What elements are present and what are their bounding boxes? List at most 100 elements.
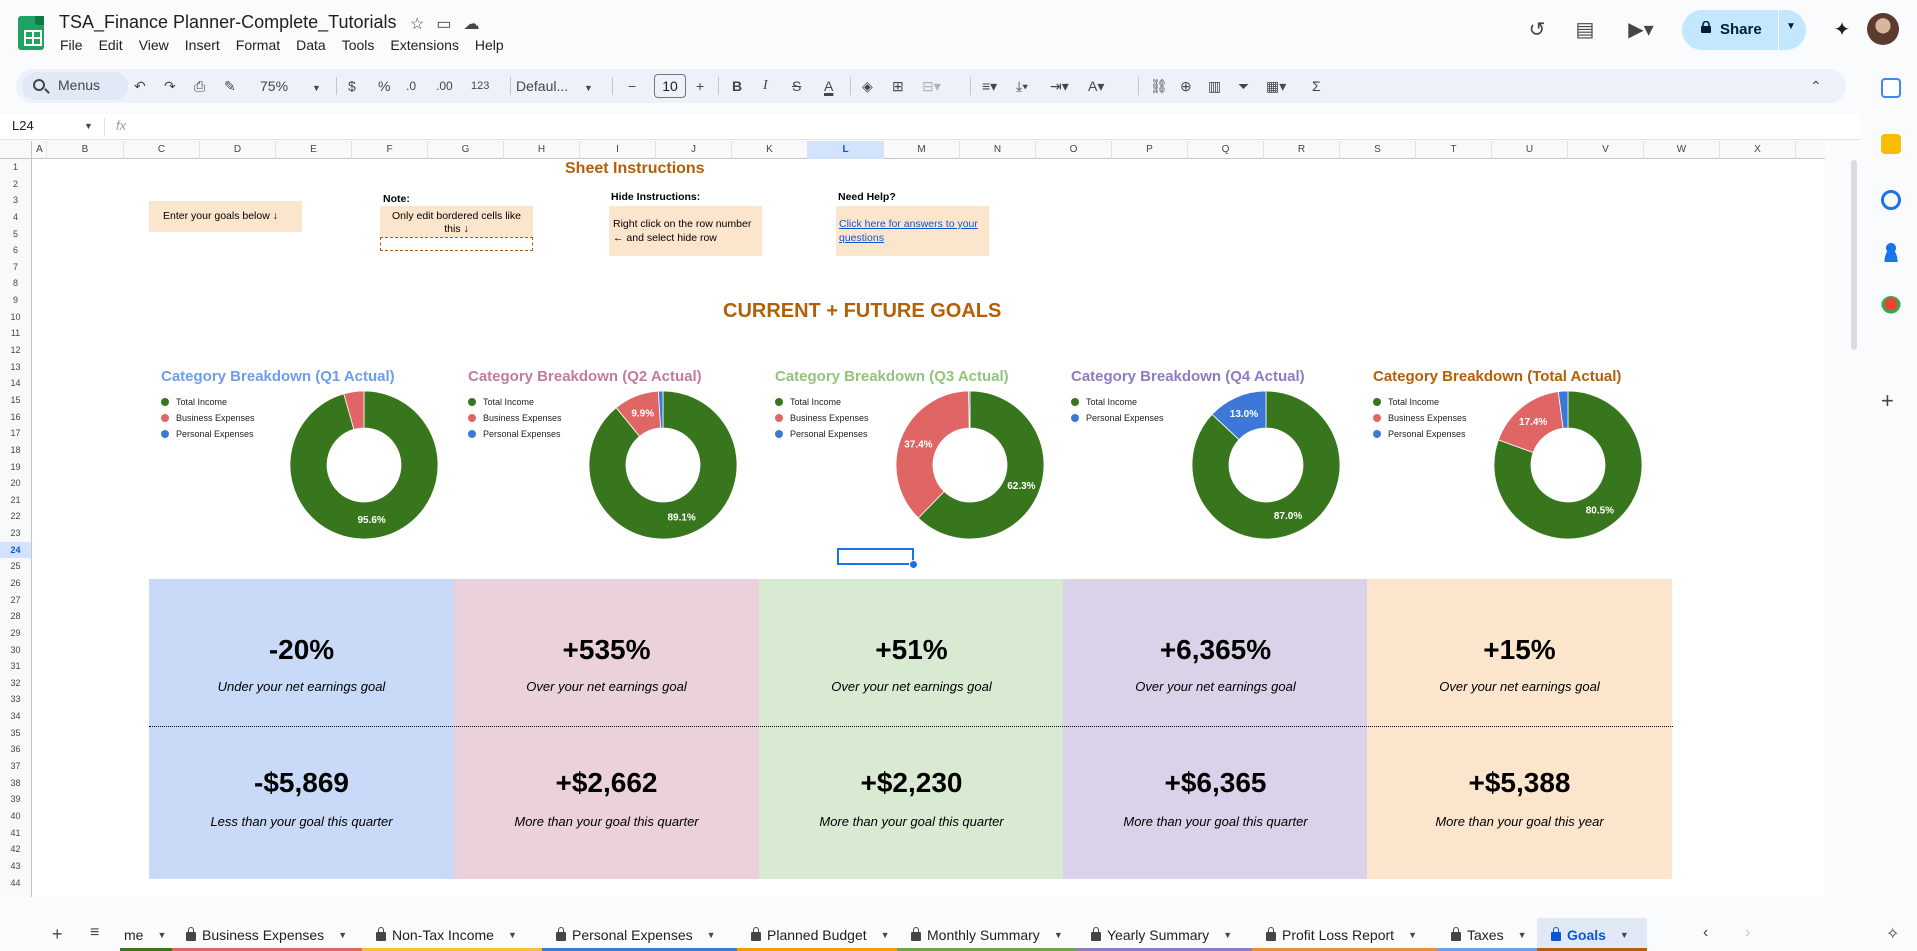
contacts-icon[interactable] (1881, 242, 1901, 262)
chart-total[interactable]: Category Breakdown (Total Actual) Total … (1373, 368, 1673, 540)
row-header[interactable]: 35 (10, 727, 21, 738)
column-header[interactable]: V (1568, 141, 1644, 159)
tab-dropdown-icon[interactable]: ▼ (1053, 929, 1063, 940)
sheets-logo-icon[interactable] (18, 16, 44, 50)
italic-icon[interactable]: I (763, 78, 768, 93)
tab-profit-loss-report[interactable]: Profit Loss Report ▼ (1252, 918, 1437, 951)
vertical-scrollbar[interactable] (1851, 160, 1857, 350)
row-header[interactable]: 10 (10, 311, 21, 322)
star-icon[interactable]: ☆ (410, 16, 425, 33)
row-header[interactable]: 27 (10, 594, 21, 605)
add-addon-icon[interactable]: + (1881, 388, 1894, 413)
increase-decimal-button[interactable]: .00 (436, 79, 453, 93)
tab-me[interactable]: me ▼ (120, 918, 172, 951)
tab-dropdown-icon[interactable]: ▼ (157, 929, 167, 940)
select-all-corner[interactable] (0, 141, 32, 159)
font-dropdown-icon[interactable]: ▼ (584, 83, 593, 93)
insert-chart-icon[interactable]: ▥ (1208, 78, 1222, 94)
tab-dropdown-icon[interactable]: ▼ (1223, 929, 1233, 940)
functions-icon[interactable]: Σ (1312, 78, 1321, 94)
chart-q3[interactable]: Category Breakdown (Q3 Actual) Total Inc… (775, 368, 1075, 540)
row-header[interactable]: 13 (10, 361, 21, 372)
column-header[interactable]: A (33, 141, 47, 159)
menu-help[interactable]: Help (474, 37, 504, 53)
row-header[interactable]: 24 (0, 541, 31, 559)
row-header[interactable]: 32 (10, 677, 21, 688)
column-header[interactable]: H (504, 141, 580, 159)
row-header[interactable]: 11 (10, 328, 21, 339)
column-header[interactable]: N (960, 141, 1036, 159)
text-color-icon[interactable]: A (824, 78, 834, 94)
tab-planned-budget[interactable]: Planned Budget ▼ (737, 918, 897, 951)
row-header[interactable]: 23 (10, 528, 21, 539)
merge-cells-icon[interactable]: ⊟▾ (922, 78, 941, 94)
column-header[interactable]: M (884, 141, 960, 159)
menu-data[interactable]: Data (296, 37, 326, 53)
calendar-icon[interactable] (1881, 78, 1901, 98)
row-header[interactable]: 4 (12, 211, 18, 222)
tasks-icon[interactable] (1881, 190, 1901, 210)
insert-link-icon[interactable]: ⛓ (1150, 78, 1168, 94)
redo-icon[interactable]: ↷ (164, 78, 176, 94)
gemini-sparkle-icon[interactable]: ✦ (1833, 19, 1851, 41)
row-header[interactable]: 18 (10, 444, 21, 455)
row-header[interactable]: 7 (12, 261, 18, 272)
document-title[interactable]: TSA_Finance Planner-Complete_Tutorials (59, 12, 397, 32)
chart-q1[interactable]: Category Breakdown (Q1 Actual) Total Inc… (161, 368, 461, 540)
menu-edit[interactable]: Edit (98, 37, 123, 53)
print-icon[interactable]: ⎙ (194, 78, 206, 94)
bold-icon[interactable]: B (732, 78, 743, 94)
tab-personal-expenses[interactable]: Personal Expenses ▼ (542, 918, 737, 951)
row-header[interactable]: 6 (12, 245, 18, 256)
text-wrapping-icon[interactable]: ⇥▾ (1050, 78, 1069, 94)
row-header[interactable]: 14 (10, 378, 21, 389)
column-header[interactable]: O (1036, 141, 1112, 159)
row-header[interactable]: 38 (10, 777, 21, 788)
tab-business-expenses[interactable]: Business Expenses ▼ (172, 918, 362, 951)
column-header[interactable]: K (732, 141, 808, 159)
decrease-font-size-icon[interactable]: − (628, 78, 637, 94)
row-header[interactable]: 29 (10, 627, 21, 638)
row-header[interactable]: 30 (10, 644, 21, 655)
tab-dropdown-icon[interactable]: ▼ (1619, 929, 1629, 940)
row-header[interactable]: 5 (12, 228, 18, 239)
paint-format-icon[interactable]: ✎ (224, 78, 236, 94)
row-header[interactable]: 8 (12, 278, 18, 289)
comments-icon[interactable]: ▤ (1575, 19, 1595, 41)
zoom-select[interactable]: 75% (260, 78, 289, 94)
row-header[interactable]: 33 (10, 694, 21, 705)
scroll-tabs-right-icon[interactable]: › (1745, 924, 1751, 941)
row-header[interactable]: 25 (10, 561, 21, 572)
column-header[interactable]: I (580, 141, 656, 159)
column-header[interactable]: S (1340, 141, 1416, 159)
undo-icon[interactable]: ↶ (134, 78, 146, 94)
row-header[interactable]: 9 (12, 295, 18, 306)
avatar[interactable] (1867, 13, 1899, 45)
column-header[interactable]: L (808, 141, 884, 159)
zoom-dropdown-icon[interactable]: ▼ (312, 83, 321, 93)
cloud-status-icon[interactable]: ☁ (463, 16, 480, 33)
scroll-tabs-left-icon[interactable]: ‹ (1703, 924, 1709, 941)
name-box[interactable]: L24 (12, 118, 34, 133)
column-header[interactable]: G (428, 141, 504, 159)
row-header[interactable]: 19 (10, 461, 21, 472)
row-header[interactable]: 44 (10, 877, 21, 888)
vertical-align-icon[interactable]: ⤓▾ (1016, 78, 1029, 94)
menu-extensions[interactable]: Extensions (390, 37, 459, 53)
font-size-input[interactable]: 10 (654, 74, 686, 98)
column-header[interactable]: F (352, 141, 428, 159)
fill-color-icon[interactable]: ◈ (862, 78, 873, 94)
help-link[interactable]: Click here for answers to your questions (839, 218, 978, 244)
row-header[interactable]: 20 (10, 478, 21, 489)
column-header[interactable]: P (1112, 141, 1188, 159)
name-box-dropdown-icon[interactable]: ▼ (84, 121, 93, 131)
tab-dropdown-icon[interactable]: ▼ (1408, 929, 1417, 940)
tab-monthly-summary[interactable]: Monthly Summary ▼ (897, 918, 1077, 951)
keep-icon[interactable] (1881, 134, 1901, 154)
row-header[interactable]: 16 (10, 411, 21, 422)
row-header[interactable]: 37 (10, 761, 21, 772)
increase-font-size-icon[interactable]: + (696, 78, 705, 94)
row-header[interactable]: 41 (10, 827, 21, 838)
row-header[interactable]: 43 (10, 860, 21, 871)
